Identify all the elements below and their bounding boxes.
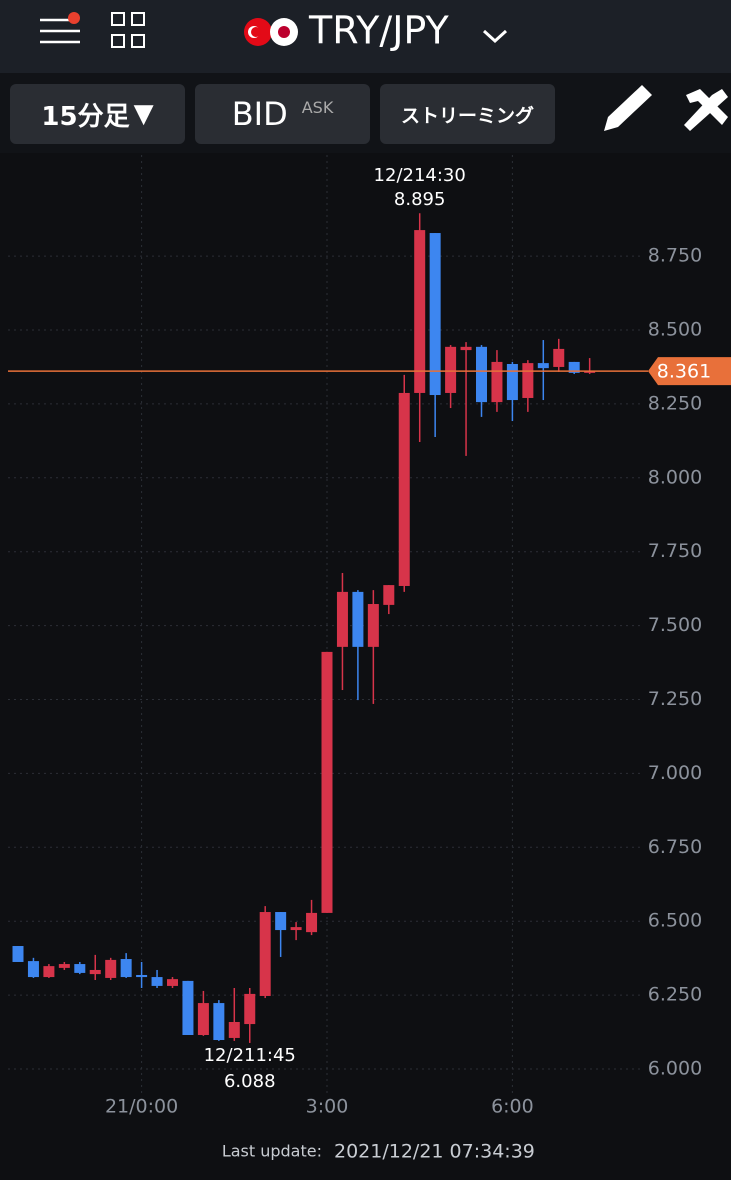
candle-body bbox=[568, 361, 580, 373]
candle-body bbox=[105, 959, 117, 978]
toolbar: 15分足 ▼ BID ASK ストリーミング bbox=[0, 73, 731, 153]
candle-body bbox=[584, 371, 596, 373]
candle-body bbox=[445, 346, 457, 393]
low-price-label: 6.088 bbox=[224, 1071, 276, 1092]
timeframe-label: 15分足 bbox=[41, 101, 130, 132]
y-tick-label: 6.750 bbox=[648, 836, 702, 858]
candle-body bbox=[414, 230, 426, 393]
candle-body bbox=[43, 966, 55, 978]
candle-body bbox=[522, 363, 534, 398]
high-time-label: 12/214:30 bbox=[374, 165, 466, 186]
bid-ask-toggle[interactable]: BID ASK bbox=[195, 84, 370, 144]
candle-body bbox=[151, 977, 163, 986]
candle-body bbox=[259, 912, 271, 996]
current-price-label: 8.361 bbox=[657, 361, 711, 383]
y-tick-label: 6.250 bbox=[648, 984, 702, 1006]
streaming-button[interactable]: ストリーミング bbox=[380, 84, 555, 144]
bid-label[interactable]: BID bbox=[231, 95, 288, 133]
candle-body bbox=[120, 959, 132, 978]
candle-body bbox=[537, 363, 549, 369]
y-tick-label: 6.500 bbox=[648, 910, 702, 932]
candle-body bbox=[306, 912, 318, 933]
x-tick-label: 21/0:00 bbox=[105, 1096, 178, 1118]
timeframe-button[interactable]: 15分足 ▼ bbox=[10, 84, 185, 144]
candle-body bbox=[275, 912, 287, 931]
draw-icon[interactable] bbox=[604, 85, 652, 131]
candle-body bbox=[398, 392, 410, 586]
y-tick-label: 7.500 bbox=[648, 614, 702, 636]
notification-dot bbox=[68, 12, 80, 24]
footer-time: 2021/12/21 07:34:39 bbox=[334, 1141, 535, 1163]
ask-label[interactable]: ASK bbox=[301, 97, 334, 117]
candle-body bbox=[197, 1003, 209, 1035]
high-price-label: 8.895 bbox=[394, 189, 446, 210]
candle-body bbox=[460, 346, 472, 351]
candle-body bbox=[182, 980, 194, 1035]
candle-body bbox=[27, 961, 39, 978]
current-price-tag bbox=[648, 357, 731, 386]
candle-body bbox=[58, 964, 70, 968]
x-tick-label: 3:00 bbox=[306, 1096, 349, 1118]
candle-body bbox=[213, 1003, 225, 1041]
pair-title[interactable]: TRY/JPY bbox=[308, 9, 449, 53]
candle-body bbox=[476, 346, 487, 403]
top-icons: TRY/JPY bbox=[40, 9, 508, 53]
candle-body bbox=[553, 348, 565, 367]
candle-body bbox=[352, 591, 364, 647]
candle-body bbox=[321, 651, 333, 913]
y-tick-label: 8.500 bbox=[648, 318, 702, 340]
candle-body bbox=[336, 591, 348, 647]
pair-dropdown[interactable] bbox=[482, 29, 508, 44]
footer-label: Last update: bbox=[222, 1142, 322, 1161]
y-tick-label: 7.000 bbox=[648, 762, 702, 784]
low-time-label: 12/211:45 bbox=[204, 1045, 296, 1066]
candle-body bbox=[167, 979, 178, 986]
top-nav: TRY/JPY bbox=[0, 0, 731, 73]
y-tick-label: 8.000 bbox=[648, 466, 702, 488]
y-tick-label: 8.750 bbox=[648, 245, 702, 267]
candle-body bbox=[491, 361, 503, 403]
candle-body bbox=[12, 946, 24, 962]
candle-body bbox=[383, 585, 395, 605]
y-tick-label: 7.250 bbox=[648, 688, 702, 710]
chart: 6.000 6.250 6.500 6.750 7.000 7.250 7.500 7.750… bbox=[8, 155, 731, 1163]
candle-body bbox=[228, 1021, 240, 1038]
candle-body bbox=[506, 363, 518, 401]
y-tick-label: 7.750 bbox=[648, 540, 702, 562]
candle-body bbox=[244, 993, 256, 1025]
candle-body bbox=[136, 974, 148, 978]
candle-body bbox=[367, 604, 379, 647]
candle-body bbox=[74, 964, 86, 973]
candle-body bbox=[290, 927, 302, 931]
layout-button[interactable] bbox=[111, 12, 145, 48]
y-tick-label: 6.000 bbox=[648, 1057, 702, 1079]
tools-icon[interactable] bbox=[684, 89, 728, 131]
y-tick-label: 8.250 bbox=[648, 392, 702, 414]
menu-button[interactable] bbox=[40, 18, 80, 44]
x-tick-label: 6:00 bbox=[491, 1096, 534, 1118]
candle-body bbox=[89, 969, 101, 975]
candle-body bbox=[429, 233, 441, 396]
